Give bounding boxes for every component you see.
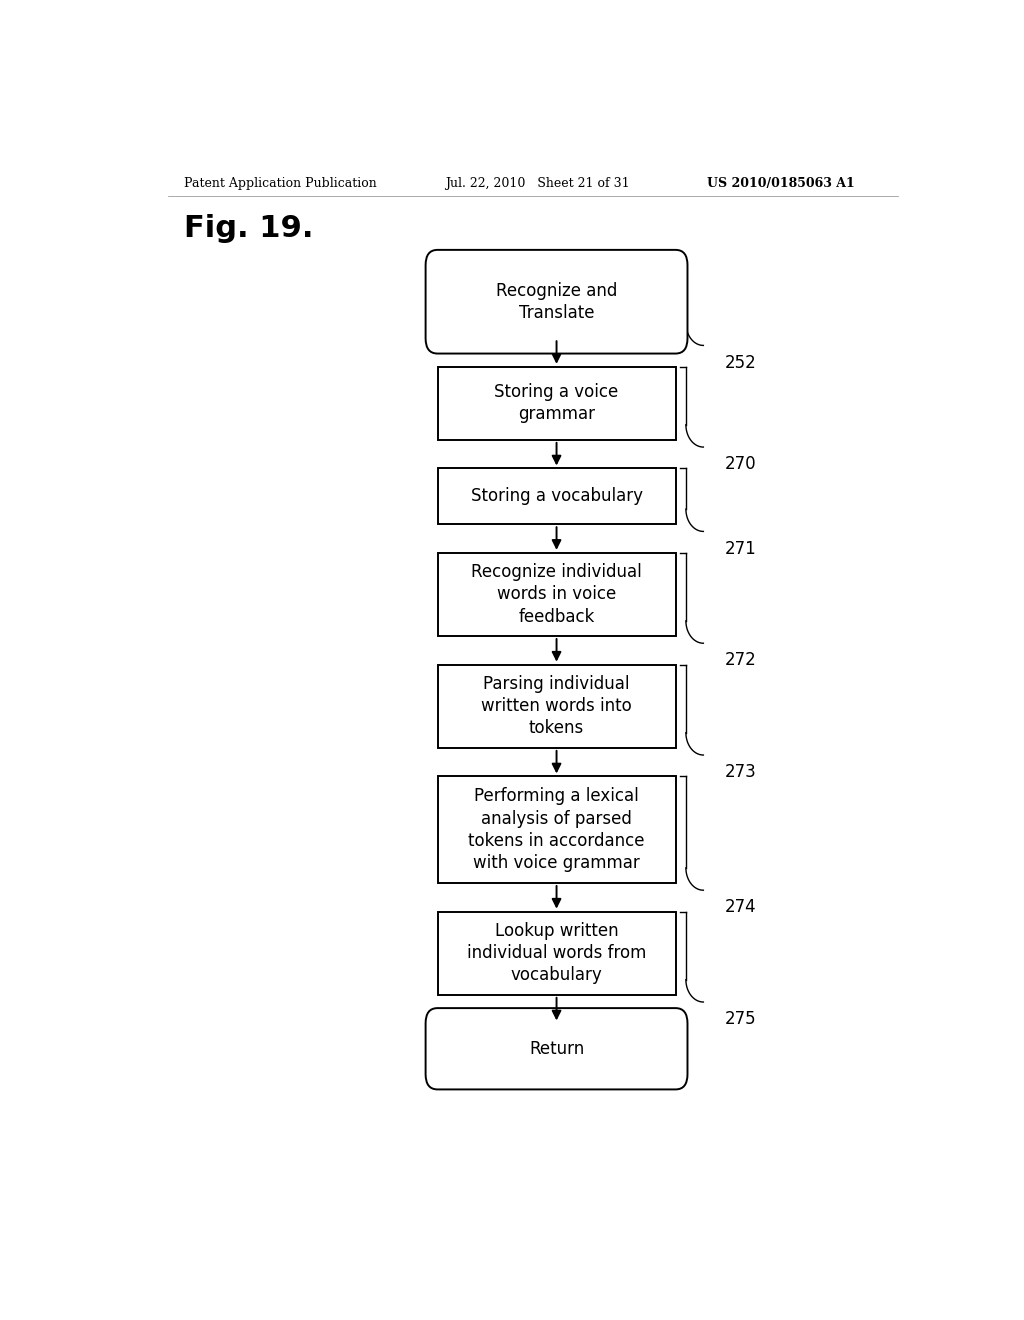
Text: Performing a lexical
analysis of parsed
tokens in accordance
with voice grammar: Performing a lexical analysis of parsed … <box>468 788 645 873</box>
Text: 275: 275 <box>725 1010 757 1028</box>
Bar <box>437 664 676 748</box>
Text: Fig. 19.: Fig. 19. <box>183 214 313 243</box>
Text: 270: 270 <box>725 455 757 473</box>
Text: Storing a vocabulary: Storing a vocabulary <box>471 487 642 506</box>
FancyBboxPatch shape <box>426 249 687 354</box>
Text: 252: 252 <box>725 354 757 371</box>
Text: Storing a voice
grammar: Storing a voice grammar <box>495 383 618 424</box>
Text: Return: Return <box>529 1040 584 1057</box>
Text: Jul. 22, 2010   Sheet 21 of 31: Jul. 22, 2010 Sheet 21 of 31 <box>445 177 630 190</box>
Bar <box>437 469 676 524</box>
Text: 274: 274 <box>725 899 757 916</box>
Bar <box>437 553 676 636</box>
Text: Patent Application Publication: Patent Application Publication <box>183 177 376 190</box>
Text: 273: 273 <box>725 763 757 781</box>
Text: 271: 271 <box>725 540 757 557</box>
Text: 272: 272 <box>725 651 757 669</box>
Text: Recognize individual
words in voice
feedback: Recognize individual words in voice feed… <box>471 564 642 626</box>
Bar <box>437 776 676 883</box>
Text: Lookup written
individual words from
vocabulary: Lookup written individual words from voc… <box>467 923 646 985</box>
Bar <box>437 912 676 995</box>
Text: Parsing individual
written words into
tokens: Parsing individual written words into to… <box>481 675 632 738</box>
FancyBboxPatch shape <box>426 1008 687 1089</box>
Text: US 2010/0185063 A1: US 2010/0185063 A1 <box>708 177 855 190</box>
Text: Recognize and
Translate: Recognize and Translate <box>496 281 617 322</box>
Bar <box>437 367 676 440</box>
